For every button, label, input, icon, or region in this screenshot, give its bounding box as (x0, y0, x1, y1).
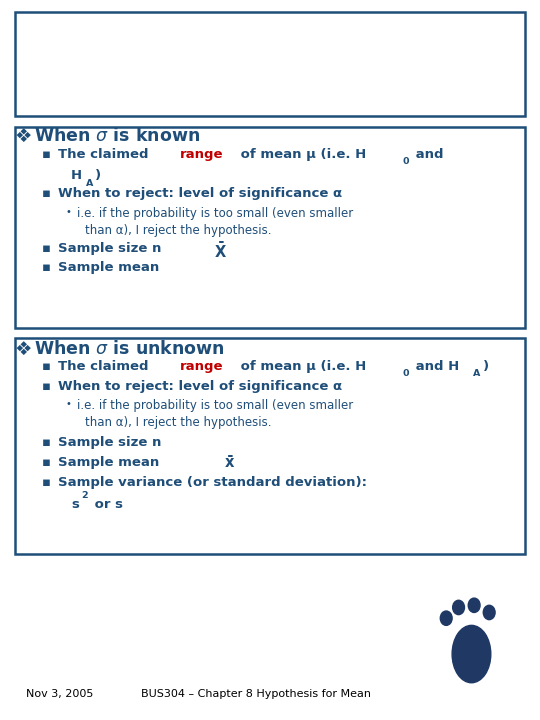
Text: H: H (71, 169, 83, 182)
Text: Sample size n: Sample size n (58, 436, 161, 449)
Text: Sample mean: Sample mean (58, 261, 159, 274)
Text: than α), I reject the hypothesis.: than α), I reject the hypothesis. (85, 416, 271, 429)
Text: •: • (66, 399, 72, 409)
Text: ▪: ▪ (42, 436, 51, 449)
Text: Sample size n: Sample size n (58, 243, 171, 256)
Text: i.e. if the probability is too small (even smaller: i.e. if the probability is too small (ev… (77, 207, 353, 220)
Text: s: s (71, 498, 79, 510)
Text: ▪: ▪ (42, 148, 51, 161)
Text: Sample variance (or standard deviation):: Sample variance (or standard deviation): (58, 476, 367, 489)
Text: and H: and H (411, 360, 460, 373)
Bar (15, 127, 525, 328)
Text: ▪: ▪ (42, 380, 51, 393)
Text: When to reject: level of significance α: When to reject: level of significance α (58, 187, 342, 200)
Text: •: • (66, 207, 72, 217)
Text: ❖: ❖ (15, 340, 32, 359)
Text: ): ) (483, 360, 489, 373)
Text: The claimed: The claimed (58, 148, 153, 161)
Text: ): ) (95, 169, 101, 182)
Text: When $\sigma$ is unknown: When $\sigma$ is unknown (33, 340, 225, 358)
Ellipse shape (440, 611, 452, 626)
Text: When $\sigma$ is known: When $\sigma$ is known (33, 127, 200, 145)
Text: ▪: ▪ (42, 187, 51, 200)
Text: of mean μ (i.e. H: of mean μ (i.e. H (236, 148, 366, 161)
Text: than α), I reject the hypothesis.: than α), I reject the hypothesis. (85, 224, 271, 237)
Text: When to reject: level of significance α: When to reject: level of significance α (58, 380, 342, 393)
Text: A: A (473, 369, 481, 378)
Ellipse shape (483, 606, 495, 620)
Text: The claimed: The claimed (58, 360, 153, 373)
Bar (15, 338, 525, 554)
Text: range: range (180, 360, 224, 373)
Ellipse shape (453, 600, 464, 615)
Text: ▪: ▪ (42, 243, 51, 256)
Text: of mean μ (i.e. H: of mean μ (i.e. H (236, 360, 366, 373)
Text: 2: 2 (82, 490, 88, 500)
Text: ▪: ▪ (42, 360, 51, 373)
Text: $\mathbf{\bar{x}}$: $\mathbf{\bar{x}}$ (224, 454, 235, 472)
Text: $\mathbf{\bar{X}}$: $\mathbf{\bar{X}}$ (214, 241, 227, 261)
Text: i.e. if the probability is too small (even smaller: i.e. if the probability is too small (ev… (77, 399, 353, 412)
Text: ▪: ▪ (42, 456, 51, 469)
Text: or s: or s (90, 498, 123, 510)
Bar (15, 12, 525, 116)
Text: 0: 0 (403, 369, 409, 378)
Text: and: and (411, 148, 444, 161)
Text: ❖: ❖ (15, 127, 32, 146)
Text: ▪: ▪ (42, 476, 51, 489)
Ellipse shape (452, 626, 491, 683)
Text: range: range (180, 148, 224, 161)
Text: ▪: ▪ (42, 261, 51, 274)
Text: BUS304 – Chapter 8 Hypothesis for Mean: BUS304 – Chapter 8 Hypothesis for Mean (141, 688, 371, 698)
Text: Nov 3, 2005: Nov 3, 2005 (25, 688, 93, 698)
Text: Sample mean: Sample mean (58, 456, 168, 469)
Ellipse shape (468, 598, 480, 613)
Text: A: A (85, 179, 93, 187)
Text: 0: 0 (403, 157, 409, 166)
